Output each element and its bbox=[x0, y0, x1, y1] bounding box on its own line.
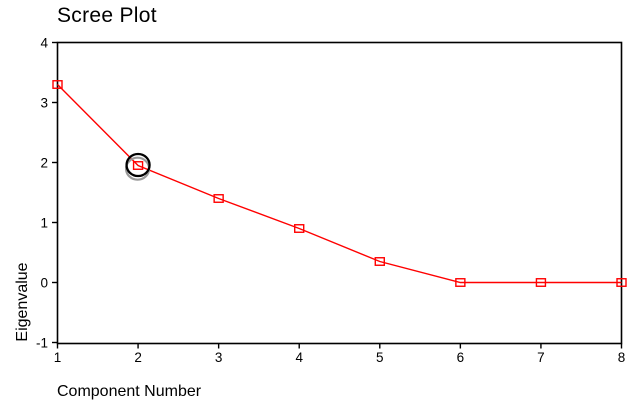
x-tick-label: 2 bbox=[134, 350, 142, 365]
y-tick-label: 3 bbox=[40, 95, 48, 110]
y-tick-label: 1 bbox=[40, 215, 48, 230]
data-point-marker bbox=[455, 278, 466, 287]
x-tick-label: 6 bbox=[457, 350, 465, 365]
x-tick-label: 3 bbox=[215, 350, 223, 365]
data-point-marker bbox=[535, 278, 547, 287]
y-axis-title: Eigenvalue bbox=[14, 262, 31, 342]
y-tick-label: -1 bbox=[36, 335, 48, 350]
data-point-marker bbox=[213, 194, 224, 203]
x-tick-label: 1 bbox=[54, 350, 62, 365]
y-tick-label: 0 bbox=[40, 275, 48, 290]
y-tick-label: 4 bbox=[40, 35, 48, 50]
x-tick-label: 8 bbox=[618, 350, 626, 365]
x-tick-label: 5 bbox=[376, 350, 384, 365]
chart-title: Scree Plot bbox=[57, 4, 157, 27]
x-axis-title: Component Number bbox=[57, 383, 202, 400]
x-tick-label: 4 bbox=[295, 350, 303, 365]
data-point-marker bbox=[374, 257, 385, 266]
annotation-circle bbox=[125, 152, 151, 178]
x-tick-label: 7 bbox=[537, 350, 545, 365]
data-point-marker bbox=[52, 80, 63, 89]
series-line bbox=[57, 84, 622, 284]
y-tick-label: 2 bbox=[40, 155, 48, 170]
data-point-marker bbox=[132, 161, 144, 170]
plot-border bbox=[56, 41, 623, 345]
data-point-marker bbox=[294, 224, 305, 233]
data-point-marker bbox=[616, 278, 627, 287]
